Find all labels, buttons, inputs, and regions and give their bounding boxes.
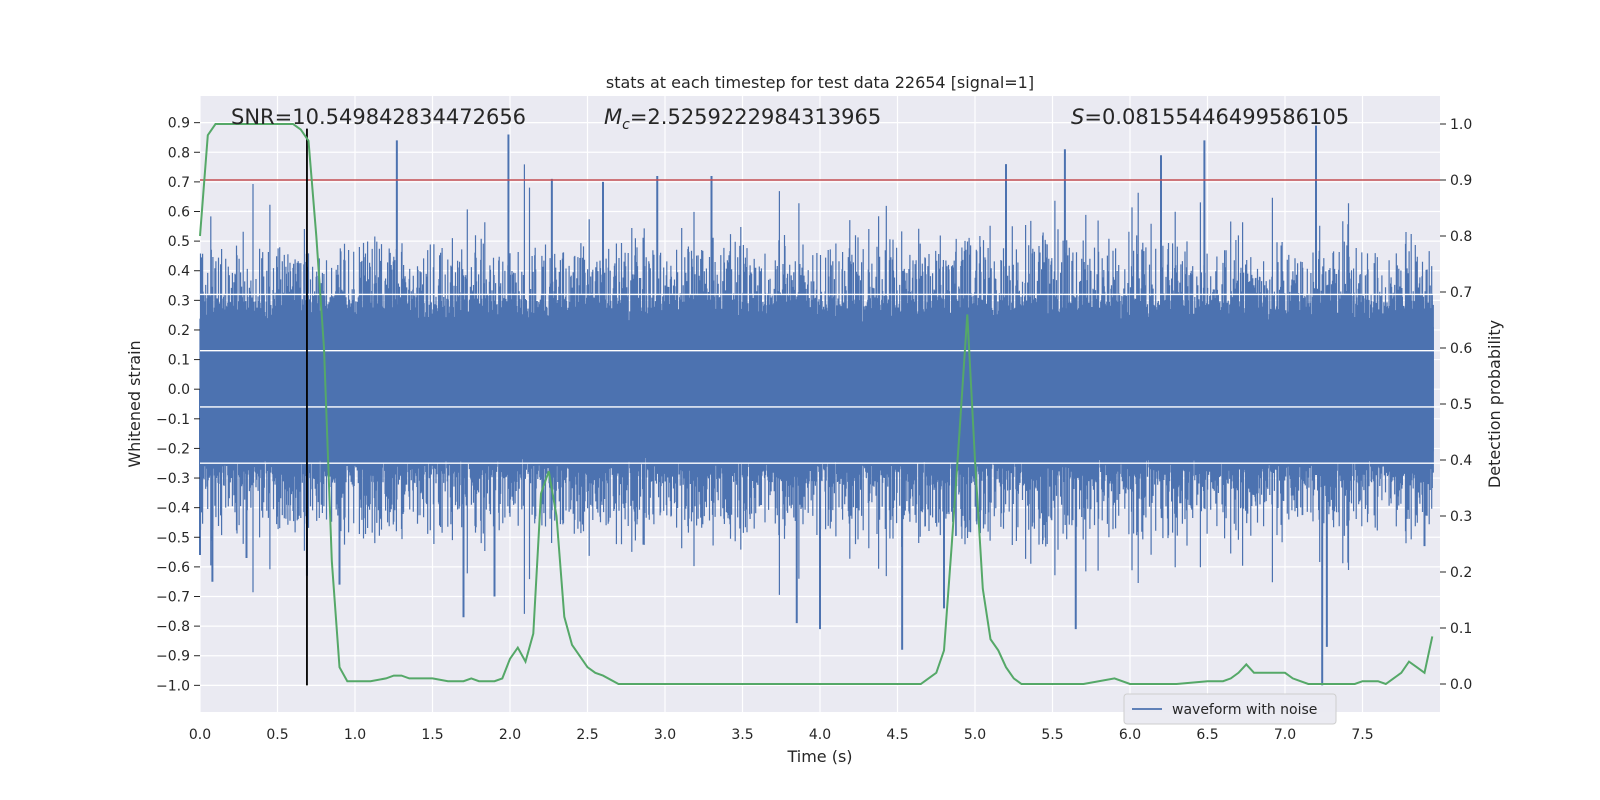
y-right-tick-label: 0.2 <box>1450 565 1472 581</box>
x-tick-label: 2.0 <box>499 727 521 743</box>
y-left-tick-label: −0.4 <box>156 501 190 517</box>
x-axis-label: Time (s) <box>786 747 852 766</box>
x-tick-label: 5.0 <box>964 727 986 743</box>
y-left-tick-label: −0.1 <box>156 412 190 428</box>
x-tick-label: 6.0 <box>1119 727 1141 743</box>
y-left-tick-label: 0.8 <box>168 145 190 161</box>
y-right-tick-label: 0.4 <box>1450 453 1472 469</box>
y-right-tick-label: 0.7 <box>1450 285 1472 301</box>
chart-title: stats at each timestep for test data 226… <box>606 73 1034 92</box>
s-annotation: S=0.08155446499586105 <box>1071 105 1349 129</box>
waveform-core-band <box>200 327 1434 452</box>
y-left-tick-label: −0.2 <box>156 441 190 457</box>
y-left-axis-ticks: 0.9 0.8 0.7 0.6 0.5 0.4 0.3 0.2 0.1 0.0 −0.1 −0.2 −0… <box>156 116 200 694</box>
mc-subscript: c <box>622 117 630 133</box>
y-right-tick-label: 0.0 <box>1450 677 1472 693</box>
x-tick-label: 4.5 <box>886 727 908 743</box>
mc-symbol: M <box>604 105 622 129</box>
legend: waveform with noise <box>1123 693 1337 725</box>
y-left-tick-label: 0.6 <box>168 205 190 221</box>
snr-annotation: SNR=10.549842834472656 <box>231 105 526 129</box>
x-tick-label: 3.0 <box>654 727 676 743</box>
y-left-tick-label: 0.1 <box>168 353 190 369</box>
y-right-tick-label: 0.1 <box>1450 621 1472 637</box>
y-left-tick-label: −0.7 <box>156 590 190 606</box>
y-left-tick-label: −0.8 <box>156 619 190 635</box>
y-left-axis-label: Whitened strain <box>125 340 144 467</box>
s-value: =0.08155446499586105 <box>1084 105 1349 129</box>
y-right-tick-label: 0.9 <box>1450 173 1472 189</box>
x-tick-label: 5.5 <box>1041 727 1063 743</box>
y-left-tick-label: 0.3 <box>168 293 190 309</box>
y-left-tick-label: 0.4 <box>168 264 190 280</box>
y-left-tick-label: −0.6 <box>156 560 190 576</box>
y-right-tick-label: 0.6 <box>1450 341 1472 357</box>
y-left-tick-label: −1.0 <box>156 678 190 694</box>
y-left-tick-label: 0.9 <box>168 116 190 132</box>
legend-box <box>1123 693 1337 725</box>
x-tick-label: 6.5 <box>1196 727 1218 743</box>
y-right-tick-label: 0.5 <box>1450 397 1472 413</box>
x-tick-label: 7.0 <box>1274 727 1296 743</box>
mc-annotation: Mc=2.5259222984313965 <box>604 105 881 133</box>
x-tick-label: 2.5 <box>576 727 598 743</box>
s-symbol: S <box>1071 105 1084 129</box>
y-right-tick-label: 1.0 <box>1450 117 1472 133</box>
y-right-tick-label: 0.3 <box>1450 509 1472 525</box>
x-axis-ticks: 0.0 0.5 1.0 1.5 2.0 2.5 3.0 3.5 4.0 4.5 5.0 5.5 6.0 6… <box>189 727 1374 743</box>
y-left-tick-label: 0.2 <box>168 323 190 339</box>
series-detection-probability <box>199 123 1434 686</box>
y-left-tick-label: 0.7 <box>168 175 190 191</box>
series-waveform-with-noise <box>199 125 1440 686</box>
y-left-tick-label: −0.5 <box>156 530 190 546</box>
y-left-tick-label: −0.9 <box>156 649 190 665</box>
x-tick-label: 4.0 <box>809 727 831 743</box>
x-tick-label: 0.0 <box>189 727 211 743</box>
mc-value: =2.5259222984313965 <box>630 105 881 129</box>
x-tick-label: 7.5 <box>1351 727 1373 743</box>
y-left-tick-label: 0.5 <box>168 234 190 250</box>
x-tick-label: 3.5 <box>731 727 753 743</box>
y-right-axis-ticks: 1.0 0.9 0.8 0.7 0.6 0.5 0.4 0.3 0.2 0.1 0.0 <box>1440 117 1472 693</box>
x-tick-label: 0.5 <box>266 727 288 743</box>
y-right-tick-label: 0.8 <box>1450 229 1472 245</box>
overlay-lines <box>199 123 1440 686</box>
legend-label-waveform: waveform with noise <box>1172 702 1317 718</box>
x-tick-label: 1.5 <box>421 727 443 743</box>
x-tick-label: 1.0 <box>344 727 366 743</box>
y-right-axis-label: Detection probability <box>1485 320 1504 488</box>
y-left-tick-label: 0.0 <box>168 382 190 398</box>
y-left-tick-label: −0.3 <box>156 471 190 487</box>
